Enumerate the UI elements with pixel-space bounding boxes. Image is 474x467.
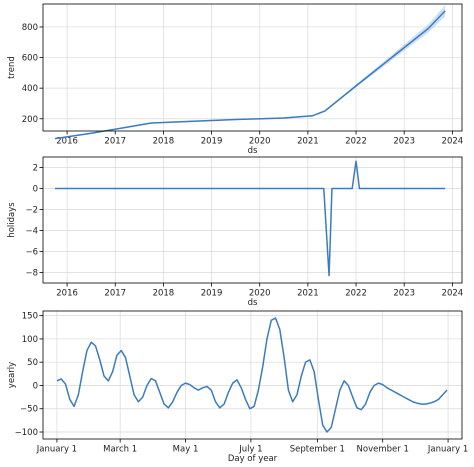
- holidays-y-tick-label: −6: [25, 248, 38, 258]
- yearly-x-axis-label: Day of year: [228, 454, 278, 464]
- yearly-axes-frame: [42, 310, 463, 440]
- yearly-x-tick-label: November 1: [357, 445, 409, 455]
- holidays-x-tick-label: 2022: [345, 289, 367, 299]
- holidays-y-tick-label: −4: [25, 227, 38, 237]
- yearly-x-tick-label: March 1: [103, 445, 137, 455]
- holidays-y-tick-label: 2: [33, 164, 38, 174]
- yearly-x-tick-label: January 1: [427, 445, 468, 455]
- trend-x-tick-label: 2022: [345, 137, 367, 147]
- trend-x-tick-label: 2023: [393, 137, 415, 147]
- holidays-x-tick-label: 2020: [249, 289, 271, 299]
- holidays-x-tick-label: 2018: [153, 289, 175, 299]
- yearly-series-line: [56, 317, 448, 433]
- trend-x-tick-label: 2020: [249, 137, 271, 147]
- yearly-x-tick-label: January 1: [36, 445, 77, 455]
- holidays-x-tick-label: 2024: [442, 289, 464, 299]
- yearly-y-tick-label: −50: [20, 405, 38, 415]
- yearly-x-tick-label: July 1: [238, 445, 262, 455]
- yearly-y-tick-label: 0: [33, 381, 38, 391]
- holidays-x-tick-label: 2019: [201, 289, 223, 299]
- trend-x-tick-label: 2018: [153, 137, 175, 147]
- yearly-x-tick-label: May 1: [173, 445, 199, 455]
- trend-y-axis-label: trend: [7, 56, 17, 79]
- holidays-y-tick-label: −2: [25, 206, 38, 216]
- holidays-axes-frame: [42, 156, 463, 284]
- yearly-y-tick-label: 150: [22, 312, 38, 322]
- holidays-y-tick-label: −8: [25, 269, 38, 279]
- trend-panel: 2016 2017 2018 2019 2020 2021 2022 2023 2024 200 4…: [7, 3, 464, 156]
- holidays-x-tick-label: 2017: [104, 289, 126, 299]
- trend-y-tick-label: 800: [22, 23, 38, 33]
- trend-x-tick-label: 2021: [297, 137, 319, 147]
- holidays-x-tick-label: 2016: [56, 289, 78, 299]
- holidays-y-axis-label: holidays: [7, 202, 17, 238]
- holidays-x-tick-label: 2023: [393, 289, 415, 299]
- yearly-x-tick-label: September 1: [290, 445, 345, 455]
- trend-y-tick-label: 400: [22, 84, 38, 94]
- trend-x-tick-label: 2016: [56, 137, 78, 147]
- trend-x-tick-label: 2019: [201, 137, 223, 147]
- holidays-series-line: [55, 160, 446, 277]
- yearly-y-tick-label: −100: [15, 428, 38, 438]
- holidays-x-tick-label: 2021: [297, 289, 319, 299]
- holidays-x-axis-label: ds: [248, 298, 258, 308]
- trend-x-axis-label: ds: [248, 146, 258, 156]
- yearly-y-tick-label: 100: [22, 335, 38, 345]
- trend-x-tick-label: 2024: [442, 137, 464, 147]
- yearly-y-axis-label: yearly: [7, 362, 17, 388]
- yearly-y-tick-label: 50: [27, 358, 38, 368]
- yearly-panel: January 1 March 1 May 1 July 1 September 1 No…: [7, 310, 468, 464]
- holidays-y-tick-label: 0: [33, 185, 38, 195]
- trend-y-tick-label: 600: [22, 54, 38, 64]
- trend-axes-frame: [42, 3, 463, 132]
- trend-x-tick-label: 2017: [104, 137, 126, 147]
- holidays-panel: 2016 2017 2018 2019 2020 2021 2022 2023 2024 2 0 −2…: [7, 156, 464, 308]
- trend-series-line: [54, 10, 446, 140]
- trend-y-tick-label: 200: [22, 115, 38, 125]
